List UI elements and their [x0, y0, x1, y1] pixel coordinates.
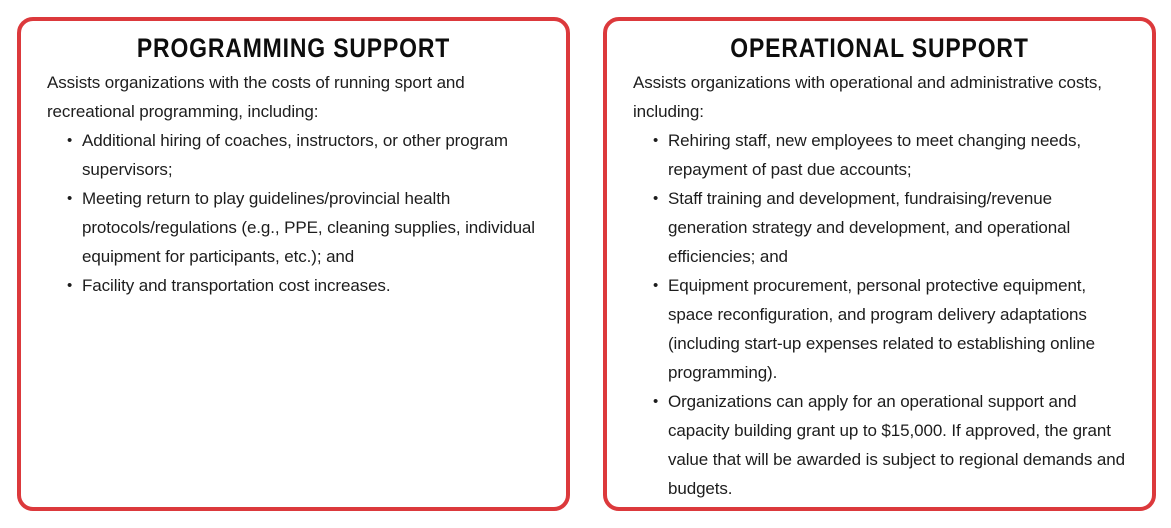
- bullet-list-programming-support: • Additional hiring of coaches, instruct…: [47, 126, 540, 300]
- bullet-dot: •: [67, 277, 73, 294]
- bullet-dot: •: [653, 393, 659, 410]
- bullet-text: Additional hiring of coaches, instructor…: [82, 131, 508, 179]
- bullet-text: Rehiring staff, new employees to meet ch…: [668, 131, 1082, 179]
- card-intro-programming-support: Assists organizations with the costs of …: [47, 73, 465, 121]
- bullet-dot: •: [653, 190, 659, 207]
- bullet-text: Organizations can apply for an operation…: [668, 392, 1125, 498]
- bullet-item: • Facility and transportation cost incre…: [66, 271, 540, 300]
- bullet-text: Meeting return to play guidelines/provin…: [82, 189, 535, 266]
- bullet-text: Facility and transportation cost increas…: [82, 276, 391, 295]
- bullet-text: Staff training and development, fundrais…: [668, 189, 1071, 266]
- card-programming-support: PROGRAMMING SUPPORT Assists organization…: [17, 17, 570, 511]
- bullet-list-operational-support: • Rehiring staff, new employees to meet …: [633, 126, 1126, 503]
- card-intro-operational-support: Assists organizations with operational a…: [633, 73, 1102, 121]
- bullet-dot: •: [67, 190, 73, 207]
- card-title-programming-support: PROGRAMMING SUPPORT: [136, 33, 451, 63]
- bullet-text: Equipment procurement, personal protecti…: [668, 276, 1095, 382]
- bullet-dot: •: [653, 132, 659, 149]
- bullet-item: • Rehiring staff, new employees to meet …: [652, 126, 1126, 184]
- bullet-item: • Meeting return to play guidelines/prov…: [66, 184, 540, 271]
- bullet-dot: •: [67, 132, 73, 149]
- card-operational-support: OPERATIONAL SUPPORT Assists organization…: [603, 17, 1156, 511]
- bullet-item: • Equipment procurement, personal protec…: [652, 271, 1126, 387]
- bullet-dot: •: [653, 277, 659, 294]
- card-title-operational-support: OPERATIONAL SUPPORT: [730, 33, 1029, 63]
- bullet-item: • Additional hiring of coaches, instruct…: [66, 126, 540, 184]
- bullet-item: • Organizations can apply for an operati…: [652, 387, 1126, 503]
- bullet-item: • Staff training and development, fundra…: [652, 184, 1126, 271]
